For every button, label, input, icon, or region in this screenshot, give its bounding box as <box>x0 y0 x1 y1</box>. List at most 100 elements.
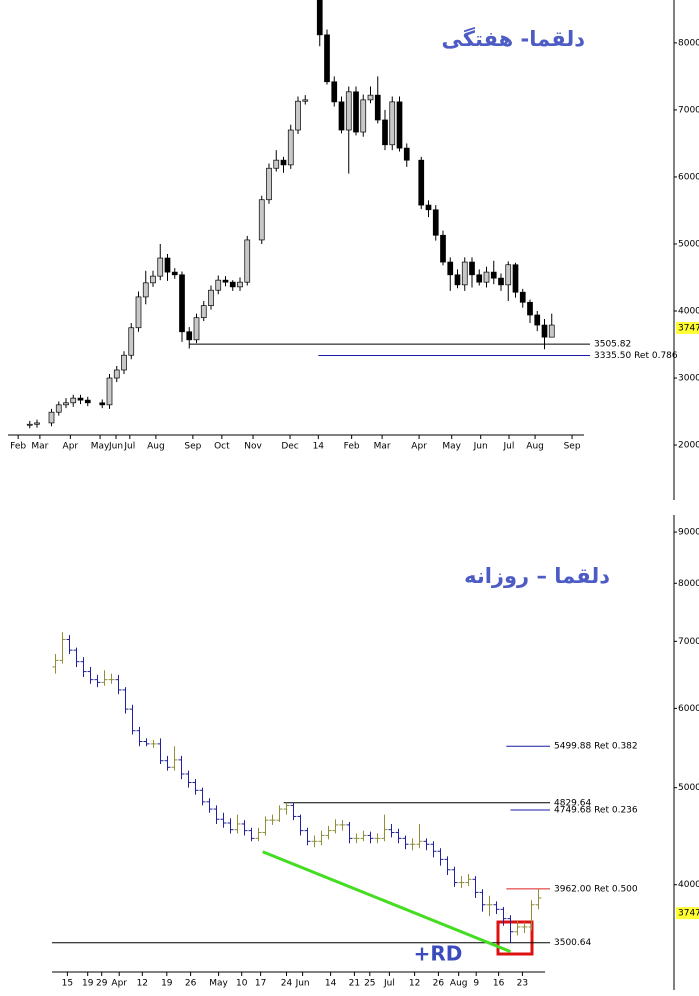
candle-body <box>171 271 178 276</box>
candle-body <box>200 305 207 319</box>
x-tick-label: 29 <box>96 979 108 989</box>
x-tick-label: 12 <box>137 979 148 989</box>
x-tick-label: Apr <box>63 442 79 452</box>
y-tick-label: 4000 <box>678 306 699 316</box>
candle-body <box>142 282 149 298</box>
x-tick-label: Apr <box>111 979 127 989</box>
candle-body <box>106 377 113 406</box>
x-tick-label: 26 <box>185 979 197 989</box>
candle-body <box>490 271 497 279</box>
x-tick-label: Aug <box>450 979 468 989</box>
x-tick-label: Aug <box>526 442 544 452</box>
candle-body <box>374 94 381 121</box>
candle-body <box>48 411 55 424</box>
x-tick-label: Dec <box>281 442 298 452</box>
candle-body <box>287 129 294 166</box>
candle-body <box>440 234 446 263</box>
chart-title: دلقما – روزانه <box>464 564 610 588</box>
x-tick-label: Jun <box>108 442 123 452</box>
level-label: 3500.64 <box>554 938 591 948</box>
y-tick-label: 9000 <box>678 528 699 538</box>
candle-body <box>273 159 280 169</box>
y-tick-label: 6000 <box>678 172 699 182</box>
level-label: 3335.50 Ret 0.786 <box>594 351 678 361</box>
x-tick-label: 12 <box>409 979 420 989</box>
y-tick-label: 8000 <box>678 38 699 48</box>
candle-body <box>454 274 461 286</box>
x-tick-label: 9 <box>473 979 479 989</box>
candle-body <box>258 199 265 241</box>
x-tick-label: 17 <box>255 979 266 989</box>
highlight-box <box>496 920 534 956</box>
y-tick-label: 7000 <box>678 637 699 647</box>
candle-body <box>77 397 84 401</box>
y-tick-label: 8000 <box>678 579 699 589</box>
x-tick-label: May <box>91 442 110 452</box>
candle-body <box>512 264 519 293</box>
x-tick-label: Jun <box>473 442 488 452</box>
x-tick-label: Mar <box>31 442 48 452</box>
candle-body <box>302 99 309 102</box>
candle-body <box>331 81 338 103</box>
candle-body <box>483 271 490 283</box>
candle-body <box>222 279 229 283</box>
candle-body <box>150 275 156 284</box>
candle-body <box>84 399 91 404</box>
x-tick-label: Nov <box>244 442 262 452</box>
candle-body <box>338 101 345 131</box>
price-tag-label: 3747. <box>678 323 699 333</box>
level-label: 3505.82 <box>594 340 631 350</box>
x-tick-label: Sep <box>564 442 581 452</box>
candle-body <box>316 0 323 36</box>
price-tag <box>676 321 699 334</box>
price-tag-label: 3747. <box>678 909 699 919</box>
candle-body <box>244 239 251 283</box>
candle-body <box>229 281 236 288</box>
candle-body <box>432 209 439 236</box>
candle-body <box>34 422 40 425</box>
level-label: 4829.64 <box>554 798 591 808</box>
x-tick-label: Sep <box>184 442 201 452</box>
candle-body <box>295 100 301 131</box>
candle-body <box>447 261 454 276</box>
candle-body <box>389 101 396 146</box>
x-tick-label: Jul <box>383 979 395 989</box>
annotation: +RD <box>414 942 463 966</box>
candle-body <box>461 261 468 286</box>
x-tick-label: Jul <box>123 442 135 452</box>
candle-body <box>367 94 374 101</box>
candle-body <box>237 281 243 288</box>
candle-body <box>476 274 483 283</box>
chart-title: دلقما- هفتگی <box>442 26 586 51</box>
candle-body <box>280 159 287 166</box>
y-tick-label: 5000 <box>678 239 699 249</box>
x-tick-label: May <box>209 979 228 989</box>
x-tick-label: 19 <box>161 979 173 989</box>
x-tick-label: Feb <box>344 442 360 452</box>
trend-line <box>262 850 512 953</box>
x-tick-label: 26 <box>433 979 445 989</box>
candle-body <box>215 279 222 291</box>
y-tick-label: 7000 <box>678 105 699 115</box>
candle-body <box>425 204 432 211</box>
candle-body <box>157 257 164 277</box>
candle-body <box>396 101 403 149</box>
x-tick-label: Oct <box>214 442 230 452</box>
x-tick-label: 10 <box>236 979 248 989</box>
level-label: 3962.00 Ret 0.500 <box>554 884 638 894</box>
x-tick-label: 23 <box>517 979 528 989</box>
candle-body <box>121 354 127 371</box>
candle-body <box>135 296 142 329</box>
candle-body <box>498 277 504 286</box>
x-tick-label: Feb <box>10 442 26 452</box>
x-tick-label: 16 <box>493 979 505 989</box>
x-tick-label: Aug <box>147 442 165 452</box>
candle-body <box>186 331 193 341</box>
candle-body <box>266 167 272 201</box>
y-tick-label: 2000 <box>678 441 699 451</box>
candle-body <box>534 314 541 326</box>
x-tick-label: Apr <box>411 442 427 452</box>
candle-body <box>360 99 367 133</box>
x-tick-label: 14 <box>313 442 325 452</box>
